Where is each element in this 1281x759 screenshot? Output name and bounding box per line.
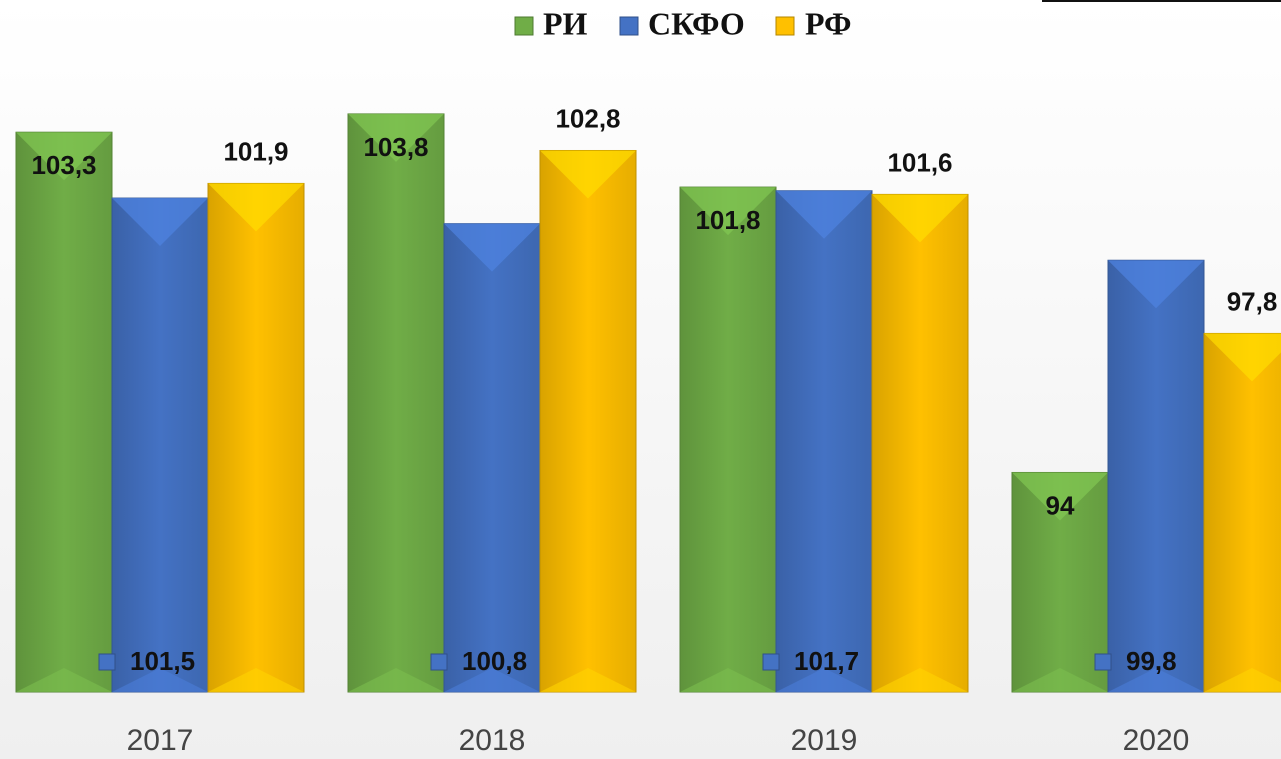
legend-swatch — [775, 16, 795, 36]
bar-bevel — [1012, 668, 1108, 692]
data-label: 97,8 — [1227, 286, 1278, 316]
label-marker — [430, 653, 448, 671]
bar-bevel — [680, 187, 776, 236]
data-label: 101,5 — [130, 646, 195, 676]
legend-label: РИ — [543, 5, 588, 41]
bar-bevel — [1204, 333, 1281, 382]
bar-bevel — [112, 668, 208, 692]
data-label: 101,8 — [695, 205, 760, 235]
data-label: 103,3 — [31, 150, 96, 180]
bar-bevel — [1012, 472, 1108, 521]
bar-bevel — [16, 668, 112, 692]
bar-bevel — [208, 183, 304, 232]
label-marker — [762, 653, 780, 671]
data-label: 101,6 — [887, 147, 952, 177]
bar — [679, 186, 777, 693]
bar-bevel — [680, 668, 776, 692]
data-label: 99,8 — [1126, 646, 1177, 676]
bar — [347, 113, 445, 693]
x-tick-label: 2017 — [127, 724, 194, 757]
bar-bevel — [1108, 668, 1204, 692]
bar-bevel — [444, 223, 540, 272]
bar-bevel — [1204, 668, 1281, 692]
bar — [775, 190, 873, 693]
x-tick-label: 2019 — [791, 724, 858, 757]
bar-bevel — [348, 113, 444, 162]
label-marker — [1094, 653, 1112, 671]
bar — [207, 182, 305, 693]
bar-bevel — [16, 132, 112, 181]
bar-bevel — [208, 668, 304, 692]
bar — [111, 197, 209, 693]
bar-bevel — [540, 668, 636, 692]
bar-bevel — [776, 190, 872, 239]
bar — [443, 223, 541, 693]
bar-bevel — [348, 668, 444, 692]
x-tick-label: 2020 — [1123, 724, 1190, 757]
bar-bevel — [540, 150, 636, 199]
bar-bevel — [112, 198, 208, 247]
legend-swatch — [619, 16, 639, 36]
data-label: 102,8 — [555, 103, 620, 133]
bar — [1107, 259, 1205, 693]
data-label: 100,8 — [462, 646, 527, 676]
bar — [539, 149, 637, 693]
label-marker — [98, 653, 116, 671]
x-tick-label: 2018 — [459, 724, 526, 757]
data-label: 101,9 — [223, 136, 288, 166]
bar-bevel — [776, 668, 872, 692]
data-label: 94 — [1046, 490, 1075, 520]
bar — [15, 131, 113, 693]
legend-label: СКФО — [648, 5, 745, 41]
bar-bevel — [872, 194, 968, 243]
bar-bevel — [872, 668, 968, 692]
legend-swatch — [514, 16, 534, 36]
bar-bevel — [1108, 260, 1204, 309]
data-label: 101,7 — [794, 646, 859, 676]
data-label: 103,8 — [363, 132, 428, 162]
bar — [1203, 332, 1281, 693]
legend-label: РФ — [805, 5, 851, 41]
bar — [871, 193, 969, 693]
bar-bevel — [444, 668, 540, 692]
